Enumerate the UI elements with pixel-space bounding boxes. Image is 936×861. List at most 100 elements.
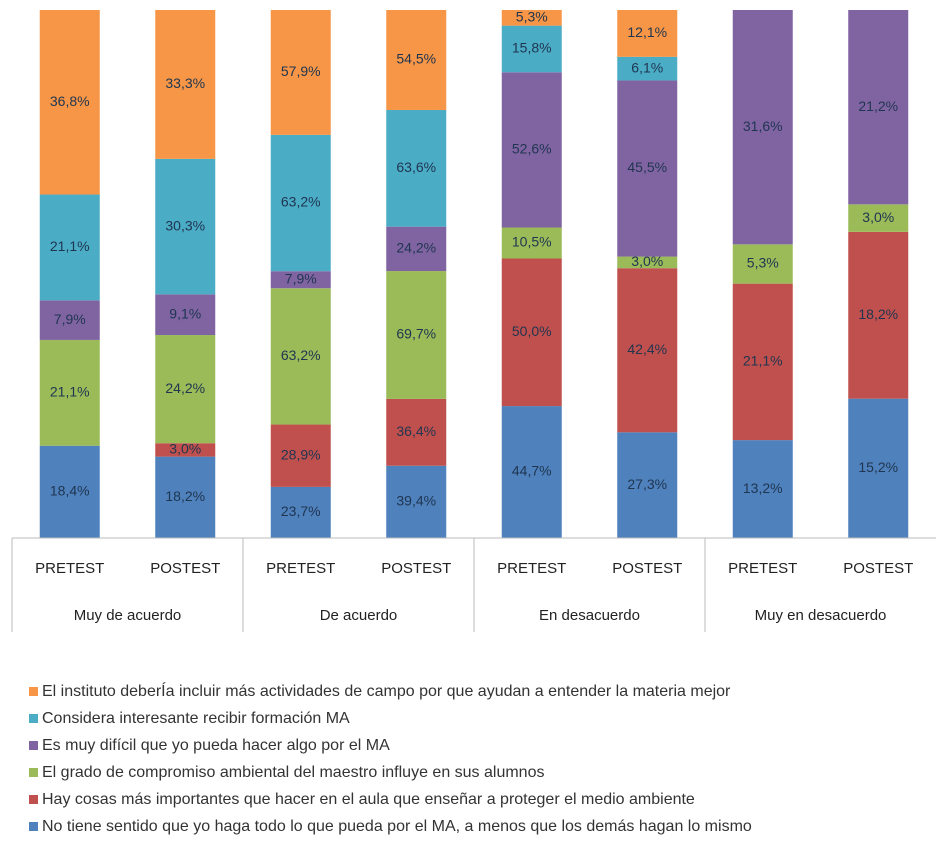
value-label: 63,2% (281, 194, 321, 210)
group-label: En desacuerdo (539, 607, 640, 624)
legend-swatch (29, 714, 38, 723)
bar-segment (39, 10, 100, 195)
value-label: 21,1% (50, 384, 90, 400)
legend-swatch (29, 768, 38, 777)
bar-segment (848, 10, 909, 205)
value-label: 63,2% (281, 347, 321, 363)
legend-swatch (29, 795, 38, 804)
legend-label: Es muy difícil que yo pueda hacer algo p… (42, 737, 390, 754)
group-label: Muy de acuerdo (74, 607, 182, 624)
value-label: 42,4% (627, 341, 667, 357)
x-tick-label: POSTEST (843, 560, 913, 577)
value-label: 7,9% (54, 311, 86, 327)
value-label: 69,7% (396, 326, 436, 342)
legend-swatch (29, 741, 38, 750)
bar-segment (501, 258, 562, 407)
bar-segment (501, 25, 562, 73)
legend-swatch (29, 687, 38, 696)
bar-segment (386, 10, 447, 110)
value-label: 57,9% (281, 63, 321, 79)
bar-segment (270, 271, 331, 289)
bar-segment (732, 10, 793, 245)
bar-segment (39, 194, 100, 301)
bar-segment (386, 109, 447, 227)
bar-segment (386, 271, 447, 399)
value-label: 3,0% (631, 253, 663, 269)
value-label: 50,0% (512, 323, 552, 339)
bar-segment (848, 231, 909, 399)
bar-segment (848, 398, 909, 538)
bar-segment (270, 424, 331, 487)
value-label: 21,1% (743, 353, 783, 369)
value-label: 54,5% (396, 51, 436, 67)
value-label: 31,6% (743, 118, 783, 134)
bar-segment (270, 288, 331, 425)
bar-segment (848, 204, 909, 232)
value-label: 7,9% (285, 270, 317, 286)
bar-segment (386, 398, 447, 466)
value-label: 5,3% (516, 9, 548, 25)
value-label: 27,3% (627, 476, 667, 492)
value-label: 44,7% (512, 463, 552, 479)
bar-segment (155, 335, 216, 444)
bar-segment (386, 465, 447, 538)
bar-segment (155, 456, 216, 538)
x-tick-label: POSTEST (150, 560, 220, 577)
x-tick-label: PRETEST (728, 560, 797, 577)
value-label: 36,4% (396, 423, 436, 439)
value-label: 3,0% (862, 209, 894, 225)
value-label: 15,2% (858, 459, 898, 475)
bar-segment (270, 10, 331, 135)
value-label: 21,2% (858, 98, 898, 114)
value-label: 45,5% (627, 159, 667, 175)
value-label: 39,4% (396, 493, 436, 509)
value-label: 13,2% (743, 480, 783, 496)
bar-segment (617, 432, 678, 538)
value-label: 12,1% (627, 24, 667, 40)
value-label: 24,2% (165, 380, 205, 396)
bar-segment (155, 10, 216, 159)
value-label: 52,6% (512, 141, 552, 157)
bar-segment (386, 226, 447, 272)
bar-segment (501, 10, 562, 26)
x-tick-label: PRETEST (266, 560, 335, 577)
bar-segment (270, 486, 331, 538)
value-label: 9,1% (169, 305, 201, 321)
group-label: De acuerdo (320, 607, 398, 624)
value-label: 5,3% (747, 255, 779, 271)
value-label: 24,2% (396, 240, 436, 256)
bar-segment (732, 283, 793, 441)
value-label: 6,1% (631, 59, 663, 75)
bar-segment (39, 445, 100, 538)
value-label: 15,8% (512, 40, 552, 56)
value-label: 18,4% (50, 483, 90, 499)
legend-swatch (29, 822, 38, 831)
value-label: 36,8% (50, 93, 90, 109)
bar-segment (501, 72, 562, 228)
value-label: 23,7% (281, 503, 321, 519)
bar-segment (501, 227, 562, 259)
x-tick-label: POSTEST (612, 560, 682, 577)
bar-segment (617, 10, 678, 57)
bar-segment (155, 294, 216, 336)
bar-segment (39, 300, 100, 340)
bar-segment (501, 406, 562, 538)
value-label: 63,6% (396, 159, 436, 175)
bar-segment (617, 80, 678, 257)
bar-segment (155, 158, 216, 295)
x-tick-label: PRETEST (35, 560, 104, 577)
value-label: 18,2% (165, 488, 205, 504)
legend-label: El grado de compromiso ambiental del mae… (42, 764, 544, 781)
value-label: 30,3% (165, 217, 205, 233)
bar-segment (270, 134, 331, 272)
value-label: 3,0% (169, 441, 201, 457)
bar-segment (732, 244, 793, 284)
value-label: 28,9% (281, 446, 321, 462)
legend-label: Considera interesante recibir formación … (42, 710, 350, 727)
bar-segment (617, 268, 678, 433)
legend-label: Hay cosas más importantes que hacer en e… (42, 791, 695, 808)
x-tick-label: POSTEST (381, 560, 451, 577)
bar-segment (732, 440, 793, 538)
value-label: 18,2% (858, 306, 898, 322)
